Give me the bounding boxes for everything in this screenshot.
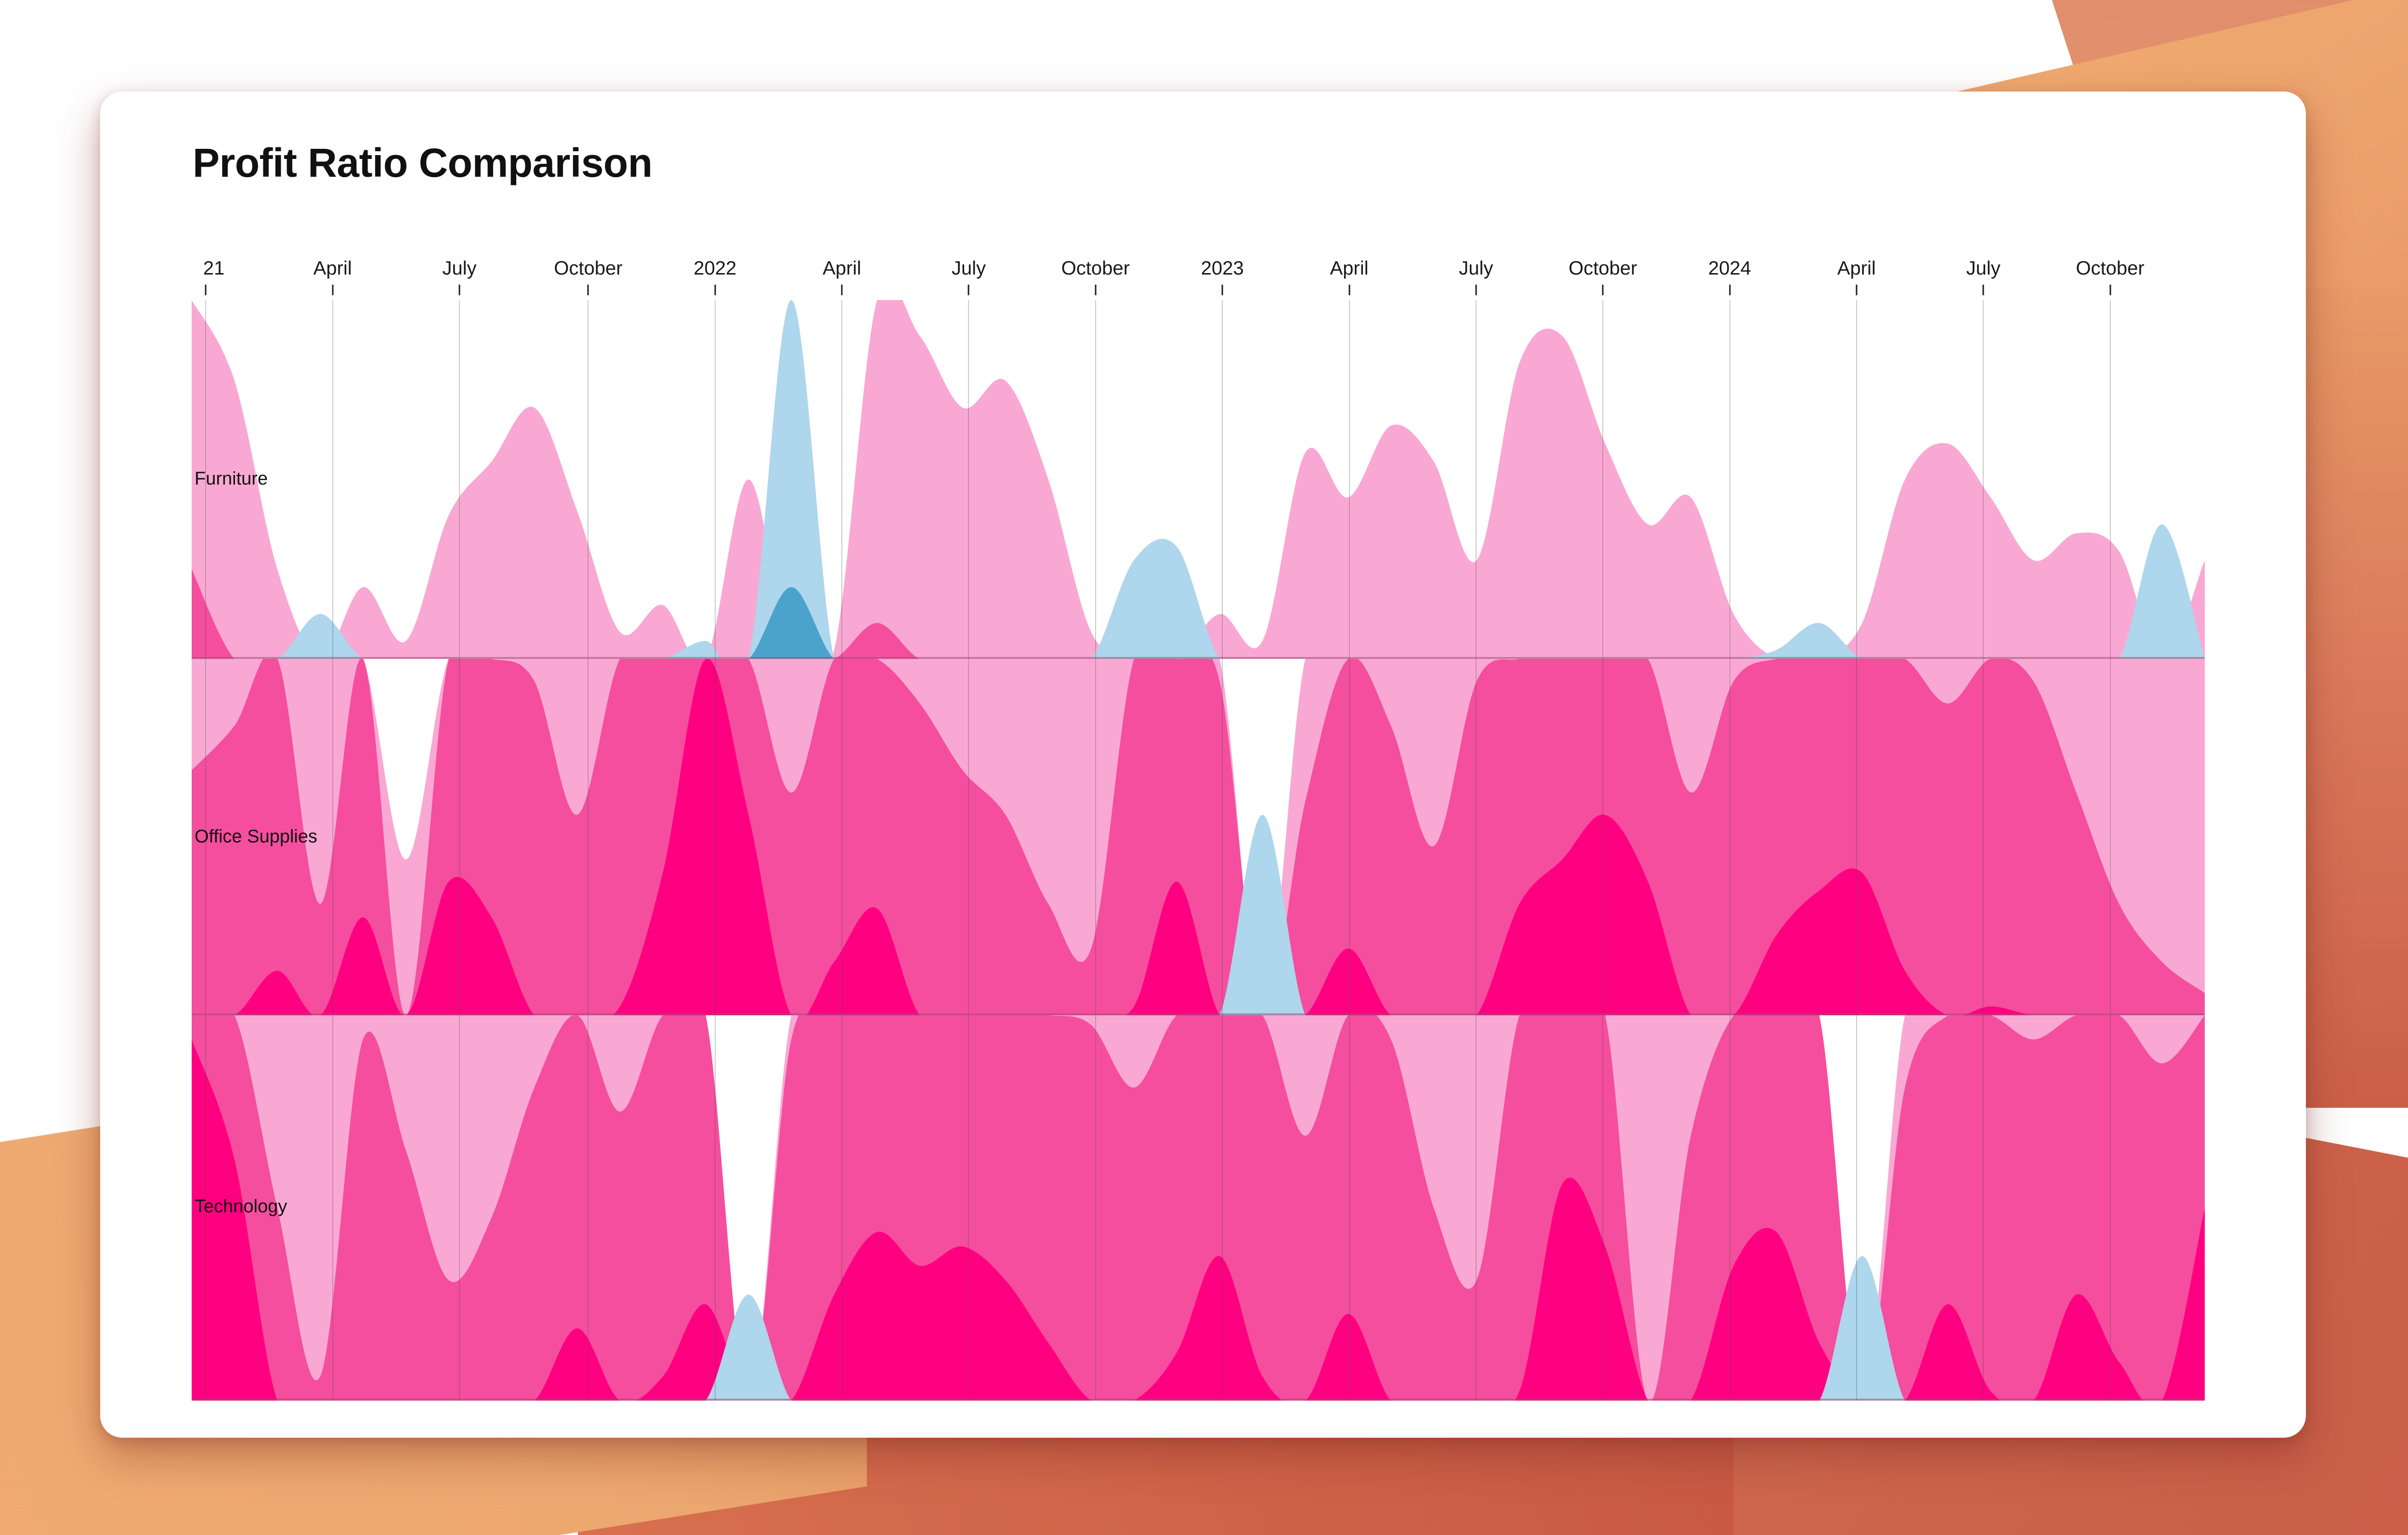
gridline xyxy=(1095,659,1096,1015)
x-axis-tick-mark xyxy=(1348,285,1350,295)
gridline xyxy=(1729,300,1730,659)
horizon-chart: 21 April July October 2022 April July October 20… xyxy=(192,258,2205,1438)
chart-row-technology[interactable]: Technology xyxy=(192,1015,2205,1401)
x-axis-tick-mark xyxy=(1856,285,1858,295)
x-axis-tick-mark xyxy=(1221,285,1223,295)
gridline xyxy=(1475,1015,1477,1401)
x-axis-tick-label: 21 xyxy=(203,258,225,279)
gridline xyxy=(1729,659,1730,1015)
x-axis-tick-mark xyxy=(1475,285,1477,295)
gridline xyxy=(1983,659,1984,1015)
row-area-graphic xyxy=(192,300,2205,659)
row-baseline xyxy=(192,1399,2205,1401)
gridline xyxy=(1095,1015,1096,1401)
page-title: Profit Ratio Comparison xyxy=(193,140,653,185)
x-axis-tick-mark xyxy=(841,285,843,295)
x-axis-tick-mark xyxy=(968,285,969,295)
row-baseline xyxy=(192,657,2205,659)
gridline xyxy=(968,300,969,659)
gridline xyxy=(458,659,460,1015)
gridline xyxy=(1348,300,1350,659)
gridline xyxy=(332,659,333,1015)
positive-band-3 xyxy=(192,659,2205,1015)
x-axis-tick-label: 2023 xyxy=(1201,258,1244,279)
gridline xyxy=(714,659,716,1015)
x-axis-tick-label: October xyxy=(1569,258,1637,279)
gridline xyxy=(588,300,589,659)
gridline xyxy=(841,300,843,659)
x-axis-tick-label: July xyxy=(1459,258,1493,279)
x-axis-tick-label: October xyxy=(554,258,623,279)
gridline xyxy=(1856,300,1857,659)
gridline xyxy=(1222,1015,1223,1401)
gridline xyxy=(588,659,589,1015)
row-area-graphic xyxy=(192,659,2205,1015)
x-axis-tick-mark xyxy=(458,285,460,295)
gridline xyxy=(841,1015,843,1401)
x-axis-tick-label: April xyxy=(823,258,862,279)
x-axis-tick-mark xyxy=(1095,285,1097,295)
gridline xyxy=(1856,659,1857,1015)
x-axis-tick-mark xyxy=(1729,285,1731,295)
gridline xyxy=(1856,1015,1857,1401)
gridline xyxy=(1095,300,1096,659)
gridline xyxy=(458,300,460,659)
x-axis-tick-label: July xyxy=(442,258,477,279)
positive-band-2 xyxy=(192,1015,2205,1401)
row-baseline xyxy=(192,1013,2205,1015)
gridline xyxy=(1602,1015,1604,1401)
gridline xyxy=(1222,659,1223,1015)
x-axis-tick-label: April xyxy=(1837,258,1876,279)
x-axis-tick-label: July xyxy=(1966,258,2001,279)
x-axis-tick-mark xyxy=(2109,285,2111,295)
gridline xyxy=(2109,300,2111,659)
chart-row-office-supplies[interactable]: Office Supplies xyxy=(192,659,2205,1015)
gridline xyxy=(458,1015,460,1401)
gridline xyxy=(1348,1015,1350,1401)
gridline xyxy=(841,659,843,1015)
gridline xyxy=(1222,300,1223,659)
gridline xyxy=(1348,659,1350,1015)
x-axis-tick-mark xyxy=(1602,285,1604,295)
gridline xyxy=(332,300,333,659)
positive-band-3 xyxy=(192,1039,2205,1401)
gridline xyxy=(1475,659,1477,1015)
x-axis-tick-label: 2024 xyxy=(1708,258,1752,279)
gridline xyxy=(205,300,207,659)
gridline xyxy=(332,1015,333,1401)
x-axis-tick-mark xyxy=(587,285,589,295)
chart-row-furniture[interactable]: Furniture xyxy=(192,300,2205,659)
row-area-graphic xyxy=(192,1015,2205,1401)
x-axis-tick-mark xyxy=(714,285,716,295)
chart-card: Profit Ratio Comparison 21 April July Octob… xyxy=(100,92,2306,1438)
gridline xyxy=(588,1015,589,1401)
x-axis-tick-label: April xyxy=(313,258,352,279)
gridline xyxy=(1983,300,1984,659)
gridline xyxy=(205,659,207,1015)
gridline xyxy=(1602,300,1604,659)
gridline xyxy=(2109,659,2111,1015)
x-axis-tick-label: July xyxy=(951,258,986,279)
gridline xyxy=(968,1015,969,1401)
x-axis-tick-mark xyxy=(205,285,207,295)
x-axis-tick-label: 2022 xyxy=(694,258,737,279)
gridline xyxy=(968,659,969,1015)
chart-rows: Furniture Office Supplies Technology xyxy=(192,300,2205,1438)
gridline xyxy=(1475,300,1477,659)
x-axis-tick-label: April xyxy=(1330,258,1369,279)
x-axis-tick-label: October xyxy=(2076,258,2145,279)
gridline xyxy=(1602,659,1604,1015)
x-axis: 21 April July October 2022 April July October 20… xyxy=(192,258,2205,295)
x-axis-tick-label: October xyxy=(1061,258,1130,279)
gridline xyxy=(714,300,716,659)
gridline xyxy=(1729,1015,1730,1401)
x-axis-tick-mark xyxy=(1982,285,1984,295)
gridline xyxy=(714,1015,716,1401)
positive-band-1 xyxy=(192,300,2205,659)
x-axis-tick-mark xyxy=(332,285,334,295)
gridline xyxy=(2109,1015,2111,1401)
gridline xyxy=(205,1015,207,1401)
gridline xyxy=(1983,1015,1984,1401)
